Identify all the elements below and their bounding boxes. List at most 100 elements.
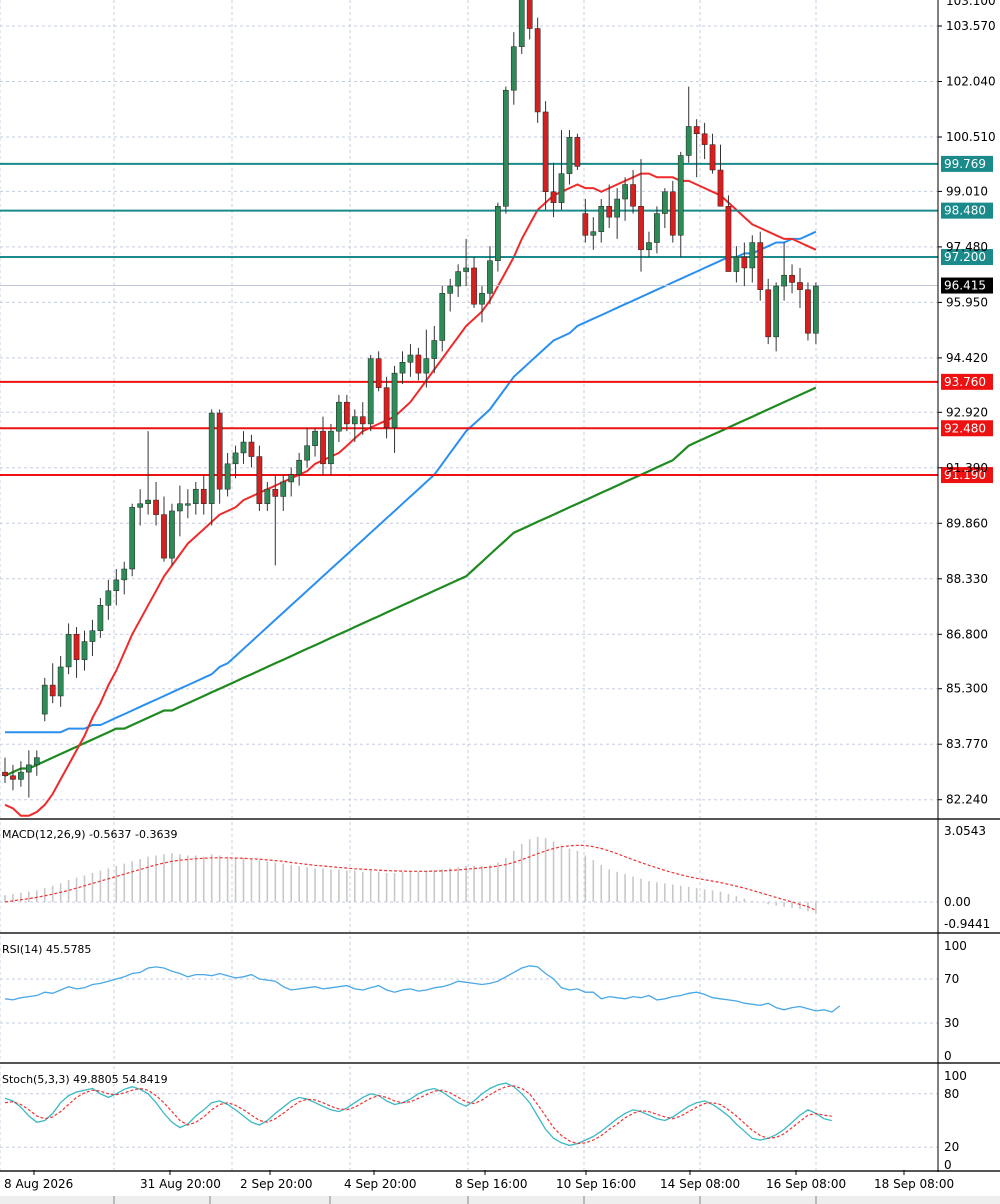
candle-body [113, 579, 120, 592]
candle-body [89, 630, 96, 642]
level-tag [941, 155, 993, 172]
candle-body [550, 191, 557, 203]
level-label: 91.190 [944, 468, 986, 482]
time-label: 8 Sep 16:00 [455, 1177, 527, 1191]
candle-body [558, 173, 565, 203]
candle-body [399, 361, 406, 374]
price-tick-label: 91.390 [946, 461, 988, 475]
bottom-strip [0, 1196, 1000, 1204]
candle-body [693, 126, 700, 134]
candle-body [304, 445, 310, 461]
candle-body [431, 340, 438, 359]
candle-body [33, 757, 40, 766]
panel-frames [0, 0, 1000, 1172]
ma-slow-line [4, 386, 817, 777]
price-tick-label: 92.920 [946, 405, 988, 419]
candle-body [646, 242, 652, 251]
candle-body [65, 634, 72, 668]
candle-body [280, 481, 287, 497]
candle-body [383, 387, 390, 428]
macd-panel: 3.0543 0.00 -0.9441 [4, 824, 990, 931]
top-price-label: 103.100 [946, 0, 996, 8]
moving-averages [4, 172, 817, 817]
rsi-label: RSI(14) 45.5785 [2, 943, 91, 956]
macd-tick-label: -0.9441 [944, 917, 990, 931]
candle-body [18, 771, 24, 780]
candle-body [471, 267, 477, 305]
candle-body [654, 213, 660, 243]
level-label: 92.480 [944, 421, 986, 435]
candle-body [240, 441, 247, 454]
candle-body [749, 242, 756, 269]
level-label: 99.769 [944, 157, 986, 171]
candle-body [73, 634, 80, 660]
candle-body [208, 412, 215, 504]
candle-body [725, 206, 732, 272]
rsi-tick-label: 0 [944, 1049, 952, 1063]
price-tick-label: 99.010 [946, 184, 988, 198]
candle-body [662, 191, 668, 214]
ma-mid-line [5, 230, 817, 734]
candle-body [701, 133, 708, 145]
candle-body [312, 430, 318, 446]
stoch-tick-label: 20 [944, 1140, 959, 1154]
level-label: 98.480 [944, 204, 986, 218]
candle-body [320, 430, 326, 465]
time-label: 4 Sep 20:00 [344, 1177, 416, 1191]
ma-fast-line [4, 172, 817, 817]
candle-body [272, 488, 279, 497]
macd-tick-label: 3.0543 [944, 824, 986, 838]
rsi-tick-label: 30 [944, 1016, 959, 1030]
candle-body [813, 285, 819, 334]
candle-body [49, 684, 56, 697]
candle-body [224, 463, 231, 490]
candle-body [534, 28, 541, 113]
candle-body [455, 271, 461, 287]
candle-body [566, 137, 573, 174]
candle-body [407, 354, 414, 363]
rsi-tick-label: 100 [944, 939, 967, 953]
price-tick-label: 94.420 [946, 351, 988, 365]
stoch-signal-line [4, 1085, 832, 1145]
candle-body [288, 474, 295, 483]
candle-body [192, 488, 199, 504]
candle-body [296, 459, 302, 475]
candle-body [153, 499, 159, 515]
rsi-tick-label: 70 [944, 972, 959, 986]
current-price-label: 96.415 [944, 279, 986, 293]
candle-body [264, 488, 271, 504]
time-label: 16 Sep 08:00 [766, 1177, 846, 1191]
candle-body [479, 293, 485, 305]
candle-body [765, 289, 772, 338]
price-levels: 99.769 98.480 97.200 93.760 92.480 91.190 96.4… [0, 155, 993, 484]
candle-body [232, 452, 239, 465]
level-tag [941, 249, 993, 266]
candle-body [669, 191, 676, 236]
stoch-tick-label: 0 [944, 1158, 952, 1172]
candle-body [606, 206, 613, 218]
time-label: 2 Sep 20:00 [240, 1177, 312, 1191]
candle-body [359, 416, 366, 425]
macd-signal-line [4, 844, 817, 911]
candle-body [526, 0, 533, 29]
candle-body [351, 416, 358, 425]
level-label: 93.760 [944, 375, 986, 389]
candle-body [423, 358, 430, 374]
time-label: 10 Sep 16:00 [556, 1177, 636, 1191]
candle-body [638, 206, 644, 251]
candle-body [256, 456, 263, 504]
candle-body [757, 242, 764, 290]
candlesticks [2, 0, 819, 798]
candle-body [614, 198, 620, 218]
price-tick-label: 100.510 [946, 130, 996, 144]
price-tick-label: 103.570 [946, 19, 996, 33]
candle-body [733, 256, 740, 272]
level-label: 97.200 [944, 250, 986, 264]
candle-body [590, 231, 597, 236]
time-label: 14 Sep 08:00 [660, 1177, 740, 1191]
level-tag [941, 420, 993, 437]
candle-body [574, 137, 581, 167]
candle-body [582, 213, 589, 236]
candle-body [630, 184, 636, 207]
candle-body [598, 206, 605, 232]
